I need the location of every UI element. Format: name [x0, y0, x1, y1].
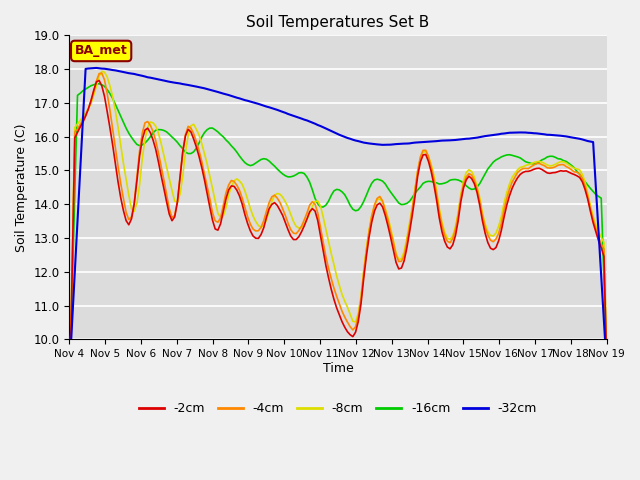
- Title: Soil Temperatures Set B: Soil Temperatures Set B: [246, 15, 429, 30]
- Legend: -2cm, -4cm, -8cm, -16cm, -32cm: -2cm, -4cm, -8cm, -16cm, -32cm: [134, 397, 542, 420]
- Text: BA_met: BA_met: [75, 45, 127, 58]
- X-axis label: Time: Time: [323, 362, 353, 375]
- Y-axis label: Soil Temperature (C): Soil Temperature (C): [15, 123, 28, 252]
